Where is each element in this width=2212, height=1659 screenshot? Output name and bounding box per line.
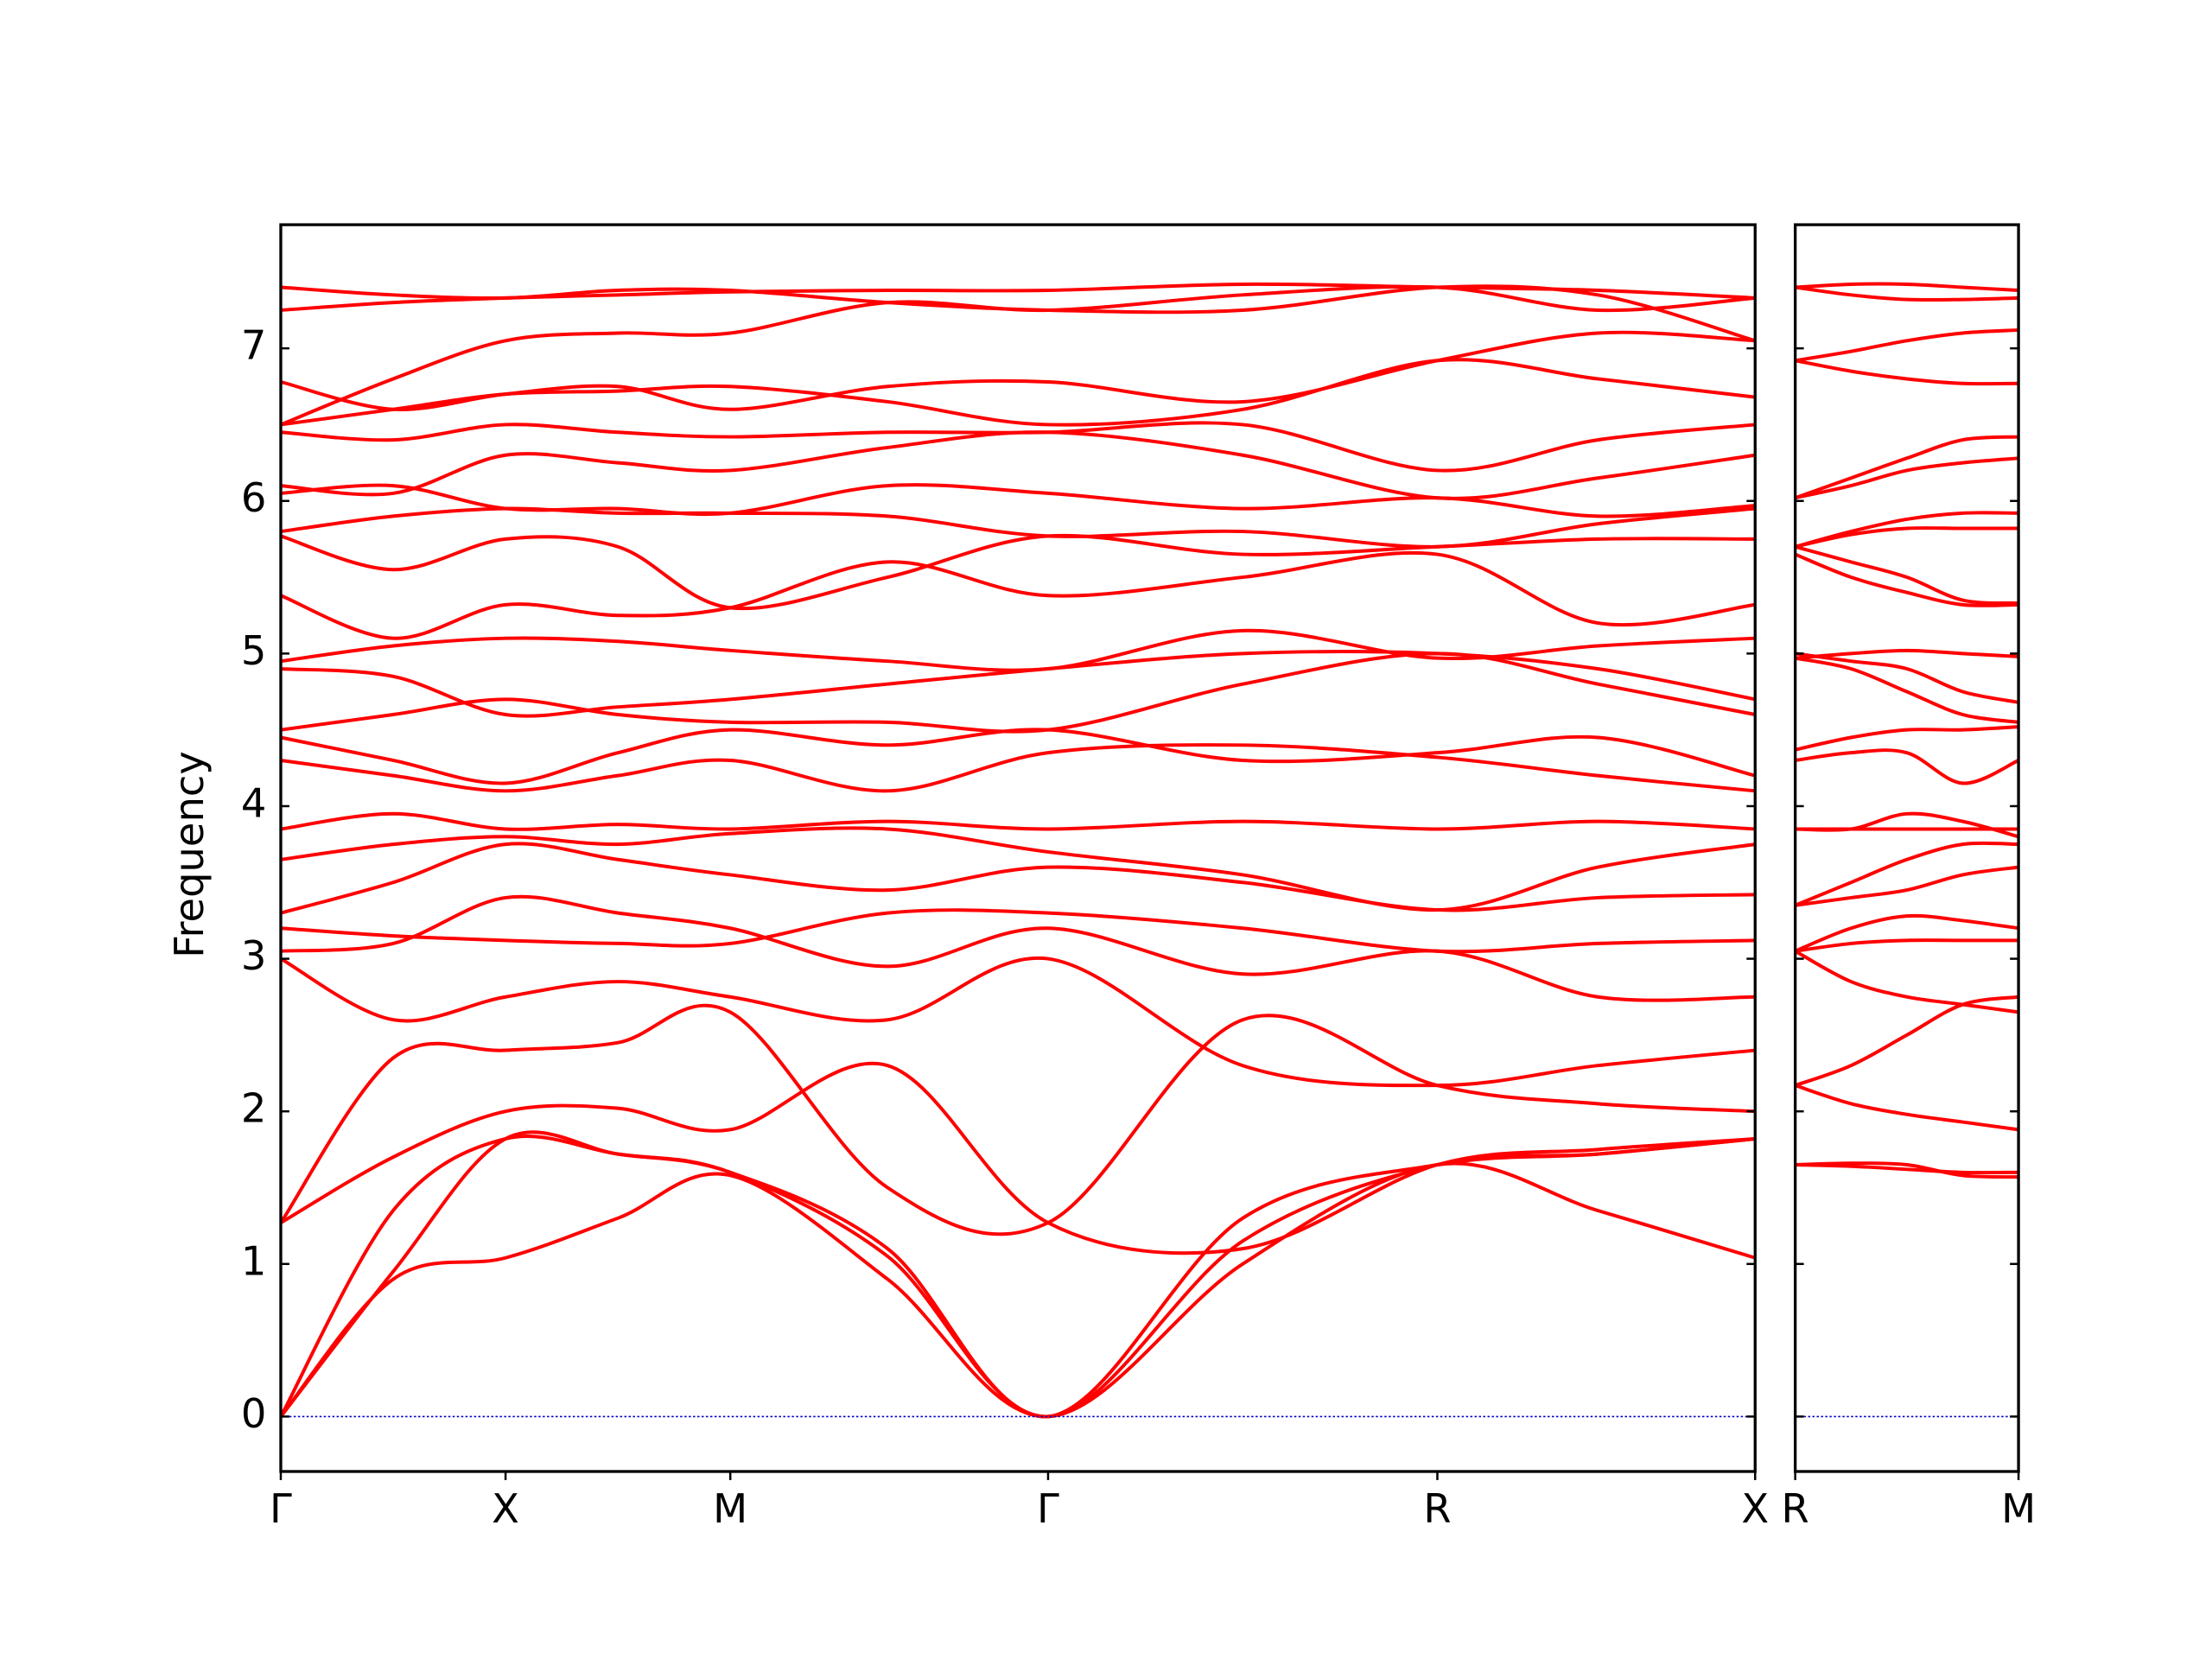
band-line <box>1795 456 2019 500</box>
band-line <box>1795 526 2019 549</box>
band-line <box>1795 748 2019 785</box>
band-line <box>1795 544 2019 606</box>
x-tick-label: M <box>2001 1485 2036 1532</box>
band-line <box>1795 938 2019 953</box>
y-axis-label: Frequency <box>166 751 213 958</box>
band-line <box>1795 282 2019 293</box>
band-line <box>1795 865 2019 907</box>
band-line <box>279 1061 1756 1255</box>
band-line <box>279 1003 1756 1236</box>
y-tick-label: 3 <box>241 932 267 979</box>
band-line <box>280 842 1756 915</box>
band-line <box>1795 1161 2019 1179</box>
x-tick-label: Γ <box>1037 1485 1059 1532</box>
band-line <box>1795 511 2019 549</box>
y-tick-label: 0 <box>241 1390 267 1437</box>
band-line <box>1795 648 2019 660</box>
plot-frame <box>1793 223 2020 1473</box>
band-line <box>1795 725 2019 752</box>
y-tick-label: 2 <box>241 1085 267 1132</box>
band-line <box>280 284 1756 343</box>
band-line <box>1794 950 2019 1014</box>
band-line <box>1795 285 2019 302</box>
band-line <box>1795 656 2019 724</box>
band-line <box>280 533 1756 611</box>
band-line <box>1794 552 2019 607</box>
band-line <box>280 284 1756 427</box>
band-line <box>280 628 1756 672</box>
band-line <box>280 650 1756 718</box>
y-tick-label: 6 <box>241 474 267 521</box>
band-line <box>1795 327 2019 363</box>
band-line <box>280 728 1756 785</box>
y-tick-label: 7 <box>241 322 267 369</box>
band-line <box>280 358 1756 427</box>
band-line <box>1795 811 2019 839</box>
x-tick-label: R <box>1423 1485 1451 1532</box>
band-line <box>1794 995 2019 1088</box>
band-line <box>280 421 1756 473</box>
y-tick-label: 1 <box>241 1237 267 1284</box>
band-line <box>1795 359 2019 386</box>
band-line <box>280 652 1756 734</box>
band-line <box>279 1135 1756 1419</box>
band-line <box>280 330 1756 412</box>
band-line <box>280 743 1756 793</box>
plot-frame <box>279 223 1757 1473</box>
band-line <box>1795 652 2019 704</box>
band-line <box>280 908 1756 954</box>
band-line <box>280 956 1756 1088</box>
x-tick-label: X <box>492 1485 519 1532</box>
band-line <box>280 811 1756 831</box>
band-line <box>280 430 1756 500</box>
band-line <box>1794 913 2019 953</box>
band-line <box>1794 841 2019 907</box>
x-tick-label: M <box>713 1485 747 1532</box>
band-line <box>280 483 1756 518</box>
band-line <box>1794 435 2019 500</box>
band-line <box>280 826 1756 912</box>
band-line <box>279 1130 1756 1419</box>
band-line <box>280 550 1756 640</box>
band-line <box>1795 1084 2019 1132</box>
band-line <box>1795 1163 2019 1175</box>
y-tick-label: 5 <box>241 627 267 674</box>
y-tick-label: 4 <box>241 779 267 826</box>
x-tick-label: Γ <box>270 1485 292 1532</box>
band-line <box>280 894 1756 1002</box>
band-line <box>279 1161 1756 1419</box>
x-tick-label: R <box>1782 1485 1809 1532</box>
x-tick-label: X <box>1741 1485 1769 1532</box>
